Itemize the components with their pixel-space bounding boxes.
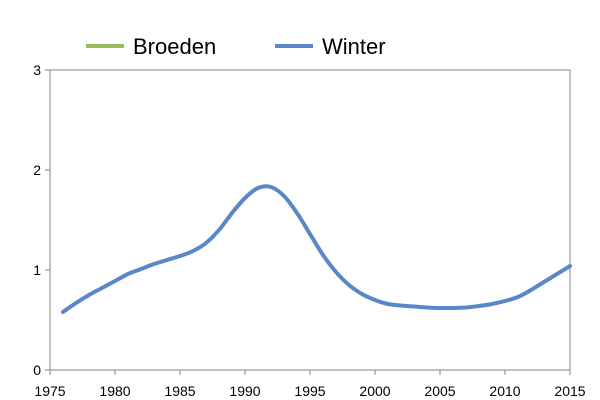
- legend-item-winter: Winter: [275, 34, 386, 59]
- data-point-winter: [425, 306, 429, 310]
- data-point-winter: [321, 253, 325, 257]
- data-point-winter: [230, 211, 234, 215]
- series-group: [61, 184, 572, 314]
- data-point-winter: [87, 293, 91, 297]
- data-point-winter: [217, 228, 221, 232]
- data-point-winter: [308, 232, 312, 236]
- y-tick-label: 0: [33, 362, 41, 378]
- data-point-winter: [373, 298, 377, 302]
- data-point-winter: [282, 194, 286, 198]
- x-tick-label: 1995: [294, 383, 325, 399]
- ticks: 0 1 2 3 1975 1980 1985 1990 1995 2000 2005 2010 2015: [33, 62, 586, 399]
- data-point-winter: [295, 211, 299, 215]
- data-point-winter: [386, 302, 390, 306]
- data-point-winter: [529, 288, 533, 292]
- y-tick-label: 2: [33, 162, 41, 178]
- plot-area: [49, 69, 571, 371]
- data-point-winter: [360, 292, 364, 296]
- legend-label-winter: Winter: [322, 34, 386, 59]
- data-point-winter: [464, 306, 468, 310]
- data-point-winter: [503, 299, 507, 303]
- series-line-winter: [61, 184, 572, 314]
- x-tick-label: 1985: [164, 383, 195, 399]
- x-tick-label: 2005: [424, 383, 455, 399]
- data-point-winter: [139, 267, 143, 271]
- data-point-winter: [113, 279, 117, 283]
- data-point-winter: [256, 186, 260, 190]
- x-tick-label: 2000: [359, 383, 390, 399]
- x-tick-label: 1975: [34, 383, 65, 399]
- data-point-winter: [412, 305, 416, 309]
- data-point-winter: [100, 286, 104, 290]
- y-tick-label: 3: [33, 62, 41, 78]
- data-point-winter: [438, 306, 442, 310]
- x-tick-label: 1980: [99, 383, 130, 399]
- data-point-winter: [178, 254, 182, 258]
- axes: [49, 69, 571, 371]
- data-point-winter: [191, 249, 195, 253]
- x-tick-label: 2010: [489, 383, 520, 399]
- x-tick-label: 2015: [554, 383, 585, 399]
- data-point-winter: [269, 185, 273, 189]
- legend-item-broeden: Broeden: [86, 34, 216, 59]
- legend: Broeden Winter: [86, 34, 386, 59]
- data-point-winter: [74, 301, 78, 305]
- data-point-winter: [555, 272, 559, 276]
- data-point-winter: [243, 196, 247, 200]
- data-point-winter: [451, 306, 455, 310]
- x-tick-label: 1990: [229, 383, 260, 399]
- data-point-winter: [477, 304, 481, 308]
- data-point-winter: [61, 310, 65, 314]
- data-point-winter: [165, 258, 169, 262]
- data-point-winter: [334, 270, 338, 274]
- data-point-winter: [152, 262, 156, 266]
- data-point-winter: [542, 280, 546, 284]
- data-point-winter: [126, 272, 130, 276]
- data-point-winter: [204, 241, 208, 245]
- data-point-winter: [347, 283, 351, 287]
- y-tick-label: 1: [33, 262, 41, 278]
- data-point-winter: [490, 302, 494, 306]
- data-point-winter: [516, 295, 520, 299]
- legend-label-broeden: Broeden: [133, 34, 216, 59]
- data-point-winter: [399, 304, 403, 308]
- data-point-winter: [568, 264, 572, 268]
